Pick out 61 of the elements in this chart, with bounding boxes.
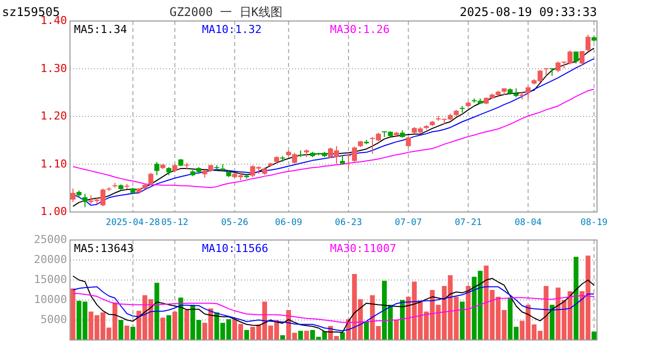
candlestick [148,172,154,186]
text: 2025-08-19 09:33:33 [460,5,597,19]
candlestick [580,50,585,66]
bar [280,335,285,340]
bar [574,256,578,340]
bar [160,318,166,340]
series-label: MA5:13643 [74,242,134,255]
bar [592,332,596,340]
bar [184,310,190,340]
y-tick-label: 1.20 [40,110,67,123]
x-tick-label: 08-19 [580,218,608,228]
x-tick-label: 2025-04-28 [106,218,160,228]
x-tick-label: 06-23 [334,218,362,228]
candlestick [406,136,411,148]
x-tick-label: 05-26 [221,218,248,228]
bar [124,326,130,340]
y-tick-label: 5000 [40,313,67,326]
y-tick-label: 15000 [34,273,67,286]
bar [550,304,554,340]
text: MA10:1.32 [202,23,262,36]
text: MA30:1.26 [330,23,390,36]
bar [118,320,124,340]
y-tick-label: 10000 [34,293,67,306]
candlestick [340,154,345,165]
y-tick-label: 1.10 [40,157,67,170]
x-tick-label: 08-04 [514,218,542,228]
x-tick-label: 05-12 [161,218,188,228]
bar [460,302,465,340]
candlestick [82,193,88,208]
candlestick [586,34,591,52]
candlestick [514,88,519,98]
text: MA5:1.34 [74,23,128,36]
bar [172,312,178,340]
bar [400,300,405,340]
bar [166,315,172,340]
bar [298,330,303,340]
text: MA10:11566 [202,242,268,255]
y-tick-label: 25000 [34,233,67,246]
bar [364,322,369,340]
bar [394,320,399,340]
bar [340,332,345,340]
line-series [72,276,595,333]
y-tick-label: 1.30 [40,62,67,75]
line-series [72,292,595,323]
y-tick-label: 20000 [34,253,67,266]
candlestick [526,85,531,99]
x-tick-label: 07-21 [454,218,482,228]
candlestick [154,161,160,176]
candlestick [70,188,76,202]
bar [70,288,76,340]
bar [304,330,309,340]
y-tick-label: 1.00 [40,205,67,218]
chart-title: GZ2000 一 日K线图 [169,5,283,19]
bar [130,326,136,340]
x-tick-label: 07-07 [394,218,422,228]
x-tick-label: 06-09 [275,218,302,228]
text: MA30:11007 [330,242,396,255]
candlestick [574,51,579,64]
line-series [72,286,595,332]
line-series [72,88,595,188]
candlestick [556,61,561,73]
